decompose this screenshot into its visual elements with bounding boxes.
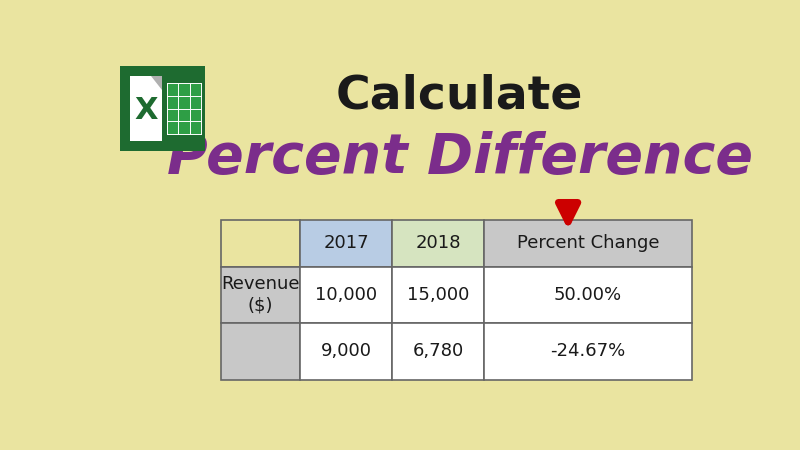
Polygon shape xyxy=(150,76,162,90)
Text: Calculate: Calculate xyxy=(336,73,583,118)
Bar xyxy=(300,266,392,323)
Bar xyxy=(221,266,300,323)
Text: 15,000: 15,000 xyxy=(406,286,469,304)
Bar xyxy=(221,323,300,380)
Text: Percent Change: Percent Change xyxy=(517,234,659,252)
Text: 2017: 2017 xyxy=(323,234,369,252)
Text: Percent Difference: Percent Difference xyxy=(166,131,753,185)
Bar xyxy=(130,76,162,141)
Bar xyxy=(392,266,484,323)
Bar xyxy=(392,220,484,266)
Text: -24.67%: -24.67% xyxy=(550,342,626,360)
Text: X: X xyxy=(134,96,158,125)
Text: 10,000: 10,000 xyxy=(315,286,377,304)
Text: 9,000: 9,000 xyxy=(321,342,371,360)
Text: 2018: 2018 xyxy=(415,234,461,252)
Bar xyxy=(120,66,206,151)
Bar xyxy=(300,220,392,266)
Bar xyxy=(484,266,692,323)
Bar xyxy=(484,323,692,380)
Bar xyxy=(167,83,201,134)
Bar xyxy=(221,220,300,266)
Bar xyxy=(484,220,692,266)
Text: 6,780: 6,780 xyxy=(412,342,463,360)
Bar xyxy=(300,323,392,380)
Text: 50.00%: 50.00% xyxy=(554,286,622,304)
Text: Revenue
($): Revenue ($) xyxy=(222,275,300,314)
Bar xyxy=(392,323,484,380)
